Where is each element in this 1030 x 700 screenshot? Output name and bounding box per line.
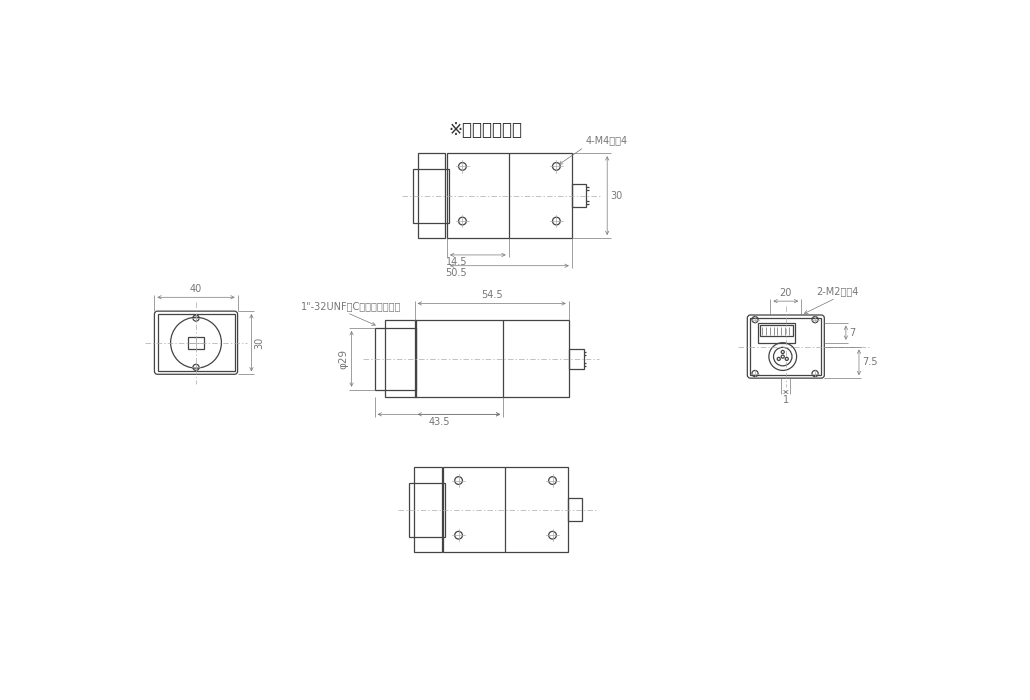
Bar bbox=[409, 483, 445, 537]
Text: 43.5: 43.5 bbox=[428, 417, 450, 428]
Text: 14.5: 14.5 bbox=[446, 258, 467, 267]
Text: 7.5: 7.5 bbox=[862, 358, 878, 368]
Bar bbox=[760, 325, 793, 336]
Text: 4-M4深き4: 4-M4深き4 bbox=[586, 136, 627, 146]
Text: 54.5: 54.5 bbox=[481, 290, 503, 300]
Bar bbox=[568, 498, 582, 522]
Bar bbox=[385, 321, 416, 398]
Text: 30: 30 bbox=[254, 337, 265, 349]
Bar bbox=[569, 349, 584, 369]
Bar bbox=[187, 337, 205, 349]
Bar bbox=[413, 169, 449, 223]
Text: 20: 20 bbox=[780, 288, 792, 298]
Bar bbox=[418, 153, 446, 238]
Bar bbox=[375, 328, 416, 390]
Text: 2-M2深き4: 2-M2深き4 bbox=[817, 286, 859, 295]
Text: 1"-32UNF（Cマウントネジ）: 1"-32UNF（Cマウントネジ） bbox=[301, 301, 401, 311]
Bar bbox=[751, 318, 821, 375]
Bar bbox=[415, 321, 569, 398]
Bar bbox=[443, 468, 568, 552]
Text: ※対面同一形状: ※対面同一形状 bbox=[448, 121, 522, 139]
Text: 7: 7 bbox=[849, 328, 855, 337]
Text: φ29: φ29 bbox=[339, 349, 348, 369]
Bar bbox=[447, 153, 572, 238]
Text: 1: 1 bbox=[783, 395, 789, 405]
Bar bbox=[414, 468, 442, 552]
Bar bbox=[572, 184, 586, 207]
Text: 40: 40 bbox=[190, 284, 202, 294]
Text: 30: 30 bbox=[610, 190, 622, 201]
Text: 50.5: 50.5 bbox=[446, 268, 468, 278]
Bar bbox=[158, 314, 235, 371]
Bar bbox=[758, 323, 795, 343]
